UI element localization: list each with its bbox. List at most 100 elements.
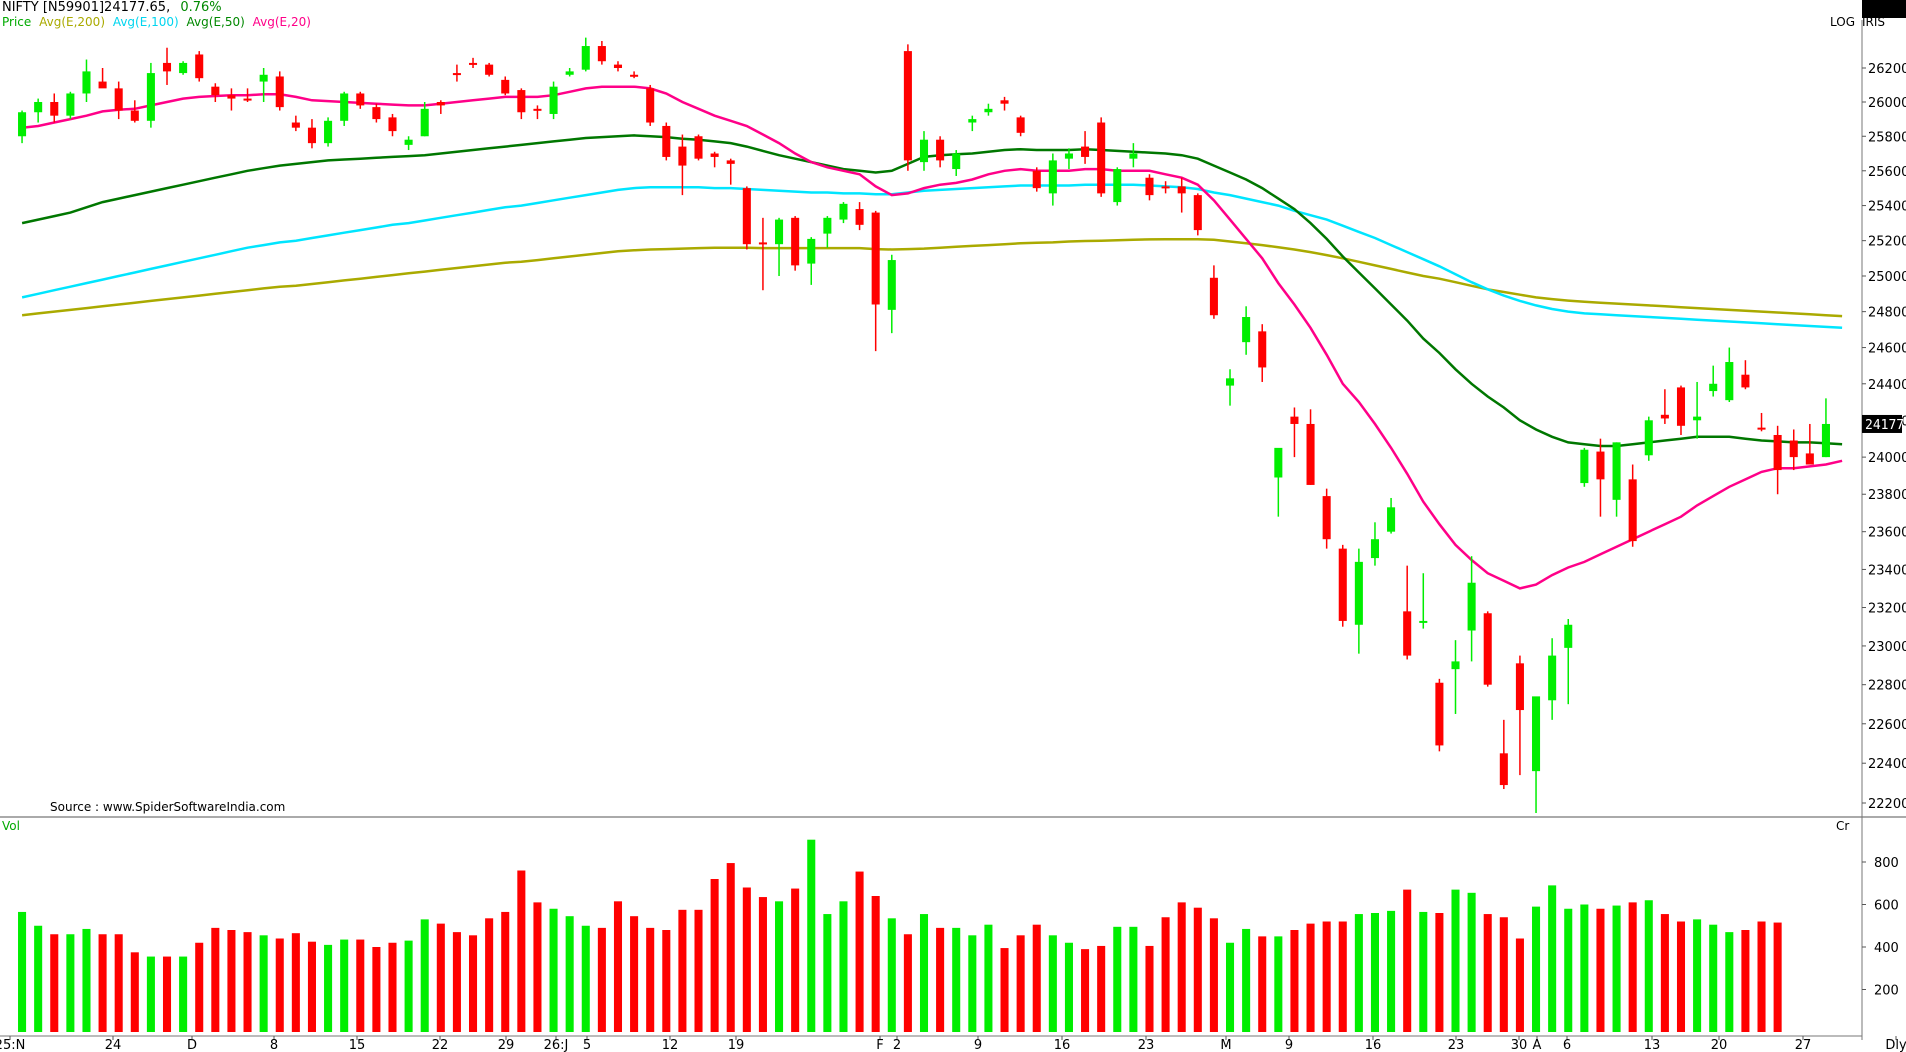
volume-bar xyxy=(968,935,977,1032)
volume-bar xyxy=(469,935,478,1032)
candle-body xyxy=(259,74,268,82)
volume-bar xyxy=(1660,914,1669,1032)
volume-bar xyxy=(533,902,542,1032)
candle xyxy=(710,151,719,168)
candle xyxy=(565,68,574,77)
volume-bar xyxy=(694,909,703,1032)
candle xyxy=(936,136,945,168)
candle-body xyxy=(1209,277,1218,316)
volume-bar xyxy=(1097,945,1106,1032)
volume-bar xyxy=(162,956,172,1032)
volume-bar xyxy=(1580,904,1589,1032)
candle xyxy=(791,216,800,271)
volume-bar xyxy=(565,916,574,1032)
candle xyxy=(1773,425,1782,495)
price-tick-label: 22800 xyxy=(1868,679,1906,694)
candle-body xyxy=(1274,447,1283,478)
volume-bar xyxy=(146,956,155,1032)
volume-bar xyxy=(211,927,220,1032)
volume-bar xyxy=(340,939,349,1032)
candle-body xyxy=(662,125,671,157)
candle xyxy=(823,216,832,248)
candle-body xyxy=(1628,479,1637,542)
candle-body xyxy=(1821,423,1830,458)
date-tick-label: 6 xyxy=(1563,1038,1571,1052)
candle xyxy=(1435,678,1444,752)
candle-body xyxy=(1580,449,1589,484)
candle-body xyxy=(388,117,397,132)
candle-body xyxy=(1113,169,1122,203)
candle xyxy=(1193,193,1202,236)
price-tick-label: 25800 xyxy=(1868,130,1906,145)
candle-body xyxy=(340,93,349,121)
candle xyxy=(581,37,590,72)
volume-bar xyxy=(581,925,590,1032)
candle xyxy=(855,202,864,231)
volume-bar xyxy=(855,871,864,1032)
candle xyxy=(1644,416,1653,461)
candle xyxy=(1000,96,1009,111)
candle xyxy=(726,158,735,185)
candle-body xyxy=(1161,186,1170,189)
candle xyxy=(1789,429,1798,471)
candle-body xyxy=(581,46,590,70)
volume-bar xyxy=(1499,917,1508,1032)
volume-bar xyxy=(678,909,687,1032)
date-tick-label: 24 xyxy=(105,1038,122,1052)
ema50-line xyxy=(21,134,1843,448)
candle-body xyxy=(646,88,655,123)
date-tick-label: 25:N xyxy=(0,1038,25,1052)
candle-body xyxy=(871,212,880,305)
candle xyxy=(1483,611,1492,687)
candle-body xyxy=(694,136,703,159)
volume-bar xyxy=(324,944,333,1032)
candle-body xyxy=(420,108,429,137)
candle xyxy=(324,117,333,147)
volume-bar xyxy=(1354,914,1363,1032)
candle xyxy=(114,81,123,120)
legend-price[interactable]: Price xyxy=(2,15,32,29)
candle xyxy=(1354,548,1363,654)
candle xyxy=(1580,447,1589,487)
candle xyxy=(291,115,300,132)
legend-ema200[interactable]: Avg(E,200) xyxy=(39,15,105,29)
candle-body xyxy=(839,203,848,220)
volume-bar xyxy=(1435,913,1444,1032)
volume-bar xyxy=(823,914,832,1032)
candle xyxy=(1660,389,1669,424)
date-tick-label: 29 xyxy=(498,1038,515,1052)
candle xyxy=(1081,131,1090,164)
price-tick-label: 25000 xyxy=(1868,270,1906,285)
volume-bar xyxy=(436,923,445,1032)
volume-bar xyxy=(807,839,816,1032)
candle-body xyxy=(1564,624,1573,648)
candle xyxy=(807,237,816,285)
last-price: 24177.65, xyxy=(104,0,171,15)
volume-unit: Cr xyxy=(1836,819,1850,833)
legend-ema100[interactable]: Avg(E,100) xyxy=(112,15,179,29)
candle-body xyxy=(1242,317,1251,343)
legend-ema20[interactable]: Avg(E,20) xyxy=(252,15,311,29)
candle xyxy=(1097,117,1106,197)
candle-body xyxy=(1290,416,1299,424)
legend-ema50[interactable]: Avg(E,50) xyxy=(186,15,245,29)
candle-body xyxy=(82,71,91,94)
iris-button[interactable]: IRIS xyxy=(1862,15,1886,29)
volume-bar xyxy=(791,888,800,1032)
date-tick-label: 2 xyxy=(893,1038,901,1052)
volume-bar xyxy=(1032,924,1041,1032)
candle xyxy=(952,150,961,176)
candle xyxy=(1209,265,1218,319)
volume-bar xyxy=(372,947,381,1032)
volume-bar xyxy=(1757,921,1766,1032)
candle-body xyxy=(1193,195,1202,231)
candle-body xyxy=(1387,507,1396,532)
change-percent: 0.76% xyxy=(180,0,222,15)
volume-bar xyxy=(1225,942,1235,1032)
log-toggle[interactable]: LOG xyxy=(1830,15,1856,29)
candle-body xyxy=(1354,561,1363,625)
candle xyxy=(597,40,606,65)
candle-body xyxy=(372,107,381,120)
candle xyxy=(243,88,252,102)
